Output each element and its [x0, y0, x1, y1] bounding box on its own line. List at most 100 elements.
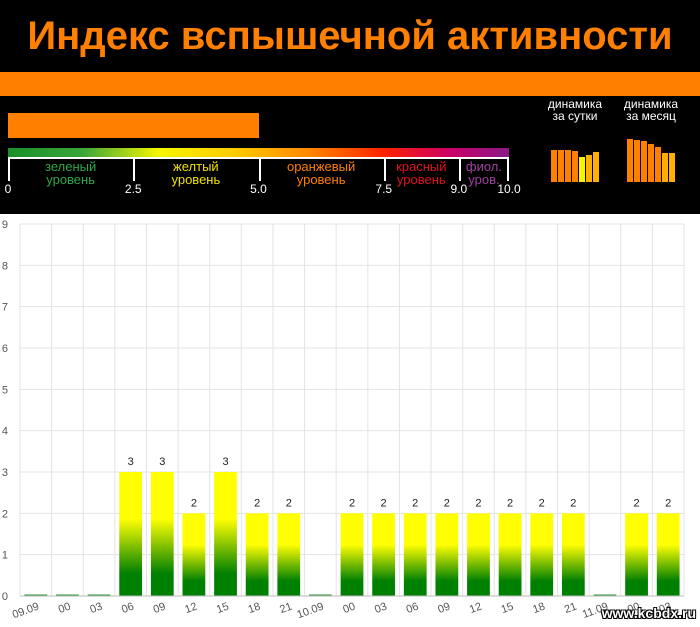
y-tick-label: 9 — [2, 219, 8, 231]
x-tick-label: 21 — [278, 601, 294, 616]
x-tick-label: 06 — [120, 601, 136, 616]
scale-tick — [133, 157, 136, 181]
orange-band — [0, 72, 700, 96]
scale-tick — [507, 157, 509, 181]
scale-tick-label: 2.5 — [124, 182, 142, 196]
x-tick-label: 06 — [405, 601, 421, 616]
chart-bar — [214, 472, 237, 596]
y-tick-label: 5 — [2, 384, 8, 396]
scale-tick-label: 0 — [4, 182, 12, 196]
mini-chart-bar — [550, 149, 557, 182]
bar-value-label: 2 — [665, 497, 671, 509]
scale-tick-label: 5.0 — [250, 182, 267, 196]
bar-value-label: 2 — [191, 497, 197, 509]
chart-bar — [561, 513, 585, 596]
mini-chart-bar — [640, 141, 647, 182]
scale-tick-label: 7.5 — [375, 182, 393, 196]
bar-value-label: 2 — [412, 497, 418, 509]
bar-value-label: 2 — [444, 497, 450, 509]
header-panel: Индекс вспышечной активности 0 2.5 5.0 7.5 9… — [0, 0, 700, 214]
bar-value-label: 2 — [634, 497, 640, 509]
y-tick-label: 7 — [2, 302, 8, 314]
mini-chart-bar — [633, 139, 640, 182]
y-tick-label: 1 — [2, 550, 8, 562]
bar-value-label: 3 — [159, 456, 165, 468]
x-tick-label: 00 — [341, 601, 357, 616]
x-tick-label: 18 — [247, 601, 263, 616]
chart-bar — [277, 513, 301, 596]
mini-chart-bar — [585, 154, 592, 182]
mini-chart-bar — [626, 138, 633, 182]
scale-tick-label: 9.0 — [450, 182, 468, 196]
chart-bar — [245, 513, 269, 596]
mini-chart-title: динамика за месяц — [623, 97, 679, 123]
mini-chart-bar — [661, 153, 668, 182]
y-tick-label: 0 — [2, 591, 8, 603]
x-tick-label: 09 — [436, 601, 452, 616]
mini-chart-title: динамика за сутки — [547, 97, 603, 123]
mini-chart — [626, 120, 676, 182]
chart-bar — [308, 594, 332, 596]
scale-zone-label: желтый уровень — [171, 159, 221, 187]
chart-bar — [498, 513, 522, 596]
x-tick-label: 18 — [531, 601, 547, 616]
scale-zone-label: красный уровень — [396, 159, 447, 187]
y-tick-label: 4 — [2, 426, 8, 438]
scale-zone-label: зеленый уровень — [45, 159, 97, 187]
chart-bar — [340, 513, 364, 596]
x-tick-label: 03 — [658, 601, 674, 616]
chart-bar — [530, 513, 554, 596]
y-tick-label: 2 — [2, 508, 8, 520]
mini-chart-bar — [654, 147, 661, 182]
bar-value-label: 2 — [254, 497, 260, 509]
chart-bar — [593, 594, 617, 596]
chart-bar — [119, 472, 143, 596]
mini-chart-bar — [578, 157, 585, 182]
mini-chart-bar — [571, 151, 578, 182]
bar-value-label: 2 — [539, 497, 545, 509]
chart-bar — [467, 513, 490, 596]
chart-bar — [656, 513, 680, 596]
scale-tick — [8, 157, 10, 181]
x-tick-label: 15 — [500, 601, 516, 616]
x-tick-label: 15 — [215, 601, 231, 616]
mini-chart-bar — [557, 149, 564, 182]
current-level-bar — [8, 113, 259, 138]
x-tick-label: 21 — [563, 601, 579, 616]
bar-value-label: 2 — [381, 497, 387, 509]
scale-tick-label: 10.0 — [497, 182, 521, 196]
mini-chart-bar — [668, 153, 675, 182]
bar-value-label: 3 — [128, 456, 134, 468]
mini-chart-bar — [592, 152, 599, 182]
mini-chart — [550, 120, 600, 182]
y-tick-label: 3 — [2, 467, 8, 479]
bar-value-label: 2 — [349, 497, 355, 509]
bar-value-label: 2 — [570, 497, 576, 509]
scale-tick — [258, 157, 261, 181]
mini-chart-bar — [647, 143, 654, 182]
bar-value-label: 2 — [507, 497, 513, 509]
chart-bar — [182, 513, 206, 596]
bar-value-label: 2 — [475, 497, 481, 509]
chart-bar — [56, 594, 79, 596]
x-tick-label: 12 — [183, 601, 199, 616]
bar-value-label: 3 — [222, 456, 228, 468]
mini-chart-bar — [564, 149, 571, 182]
x-tick-label: 00 — [626, 601, 642, 616]
activity-scale — [8, 148, 509, 157]
scale-tick — [458, 157, 461, 181]
bar-value-label: 2 — [286, 497, 292, 509]
page-title: Индекс вспышечной активности — [27, 14, 673, 58]
scale-zone-label: оранжевый уровень — [286, 159, 356, 187]
x-tick-label: 09.09 — [11, 601, 41, 622]
x-tick-label: 03 — [373, 601, 389, 616]
chart-bar — [24, 594, 48, 596]
chart-bar — [87, 594, 111, 596]
scale-zone-label: фиол. уров. — [465, 159, 502, 187]
x-tick-label: 00 — [57, 601, 73, 616]
y-tick-label: 8 — [2, 260, 8, 272]
x-tick-label: 12 — [468, 601, 484, 616]
x-tick-label: 10.09 — [295, 601, 325, 622]
chart-bar — [435, 513, 459, 596]
